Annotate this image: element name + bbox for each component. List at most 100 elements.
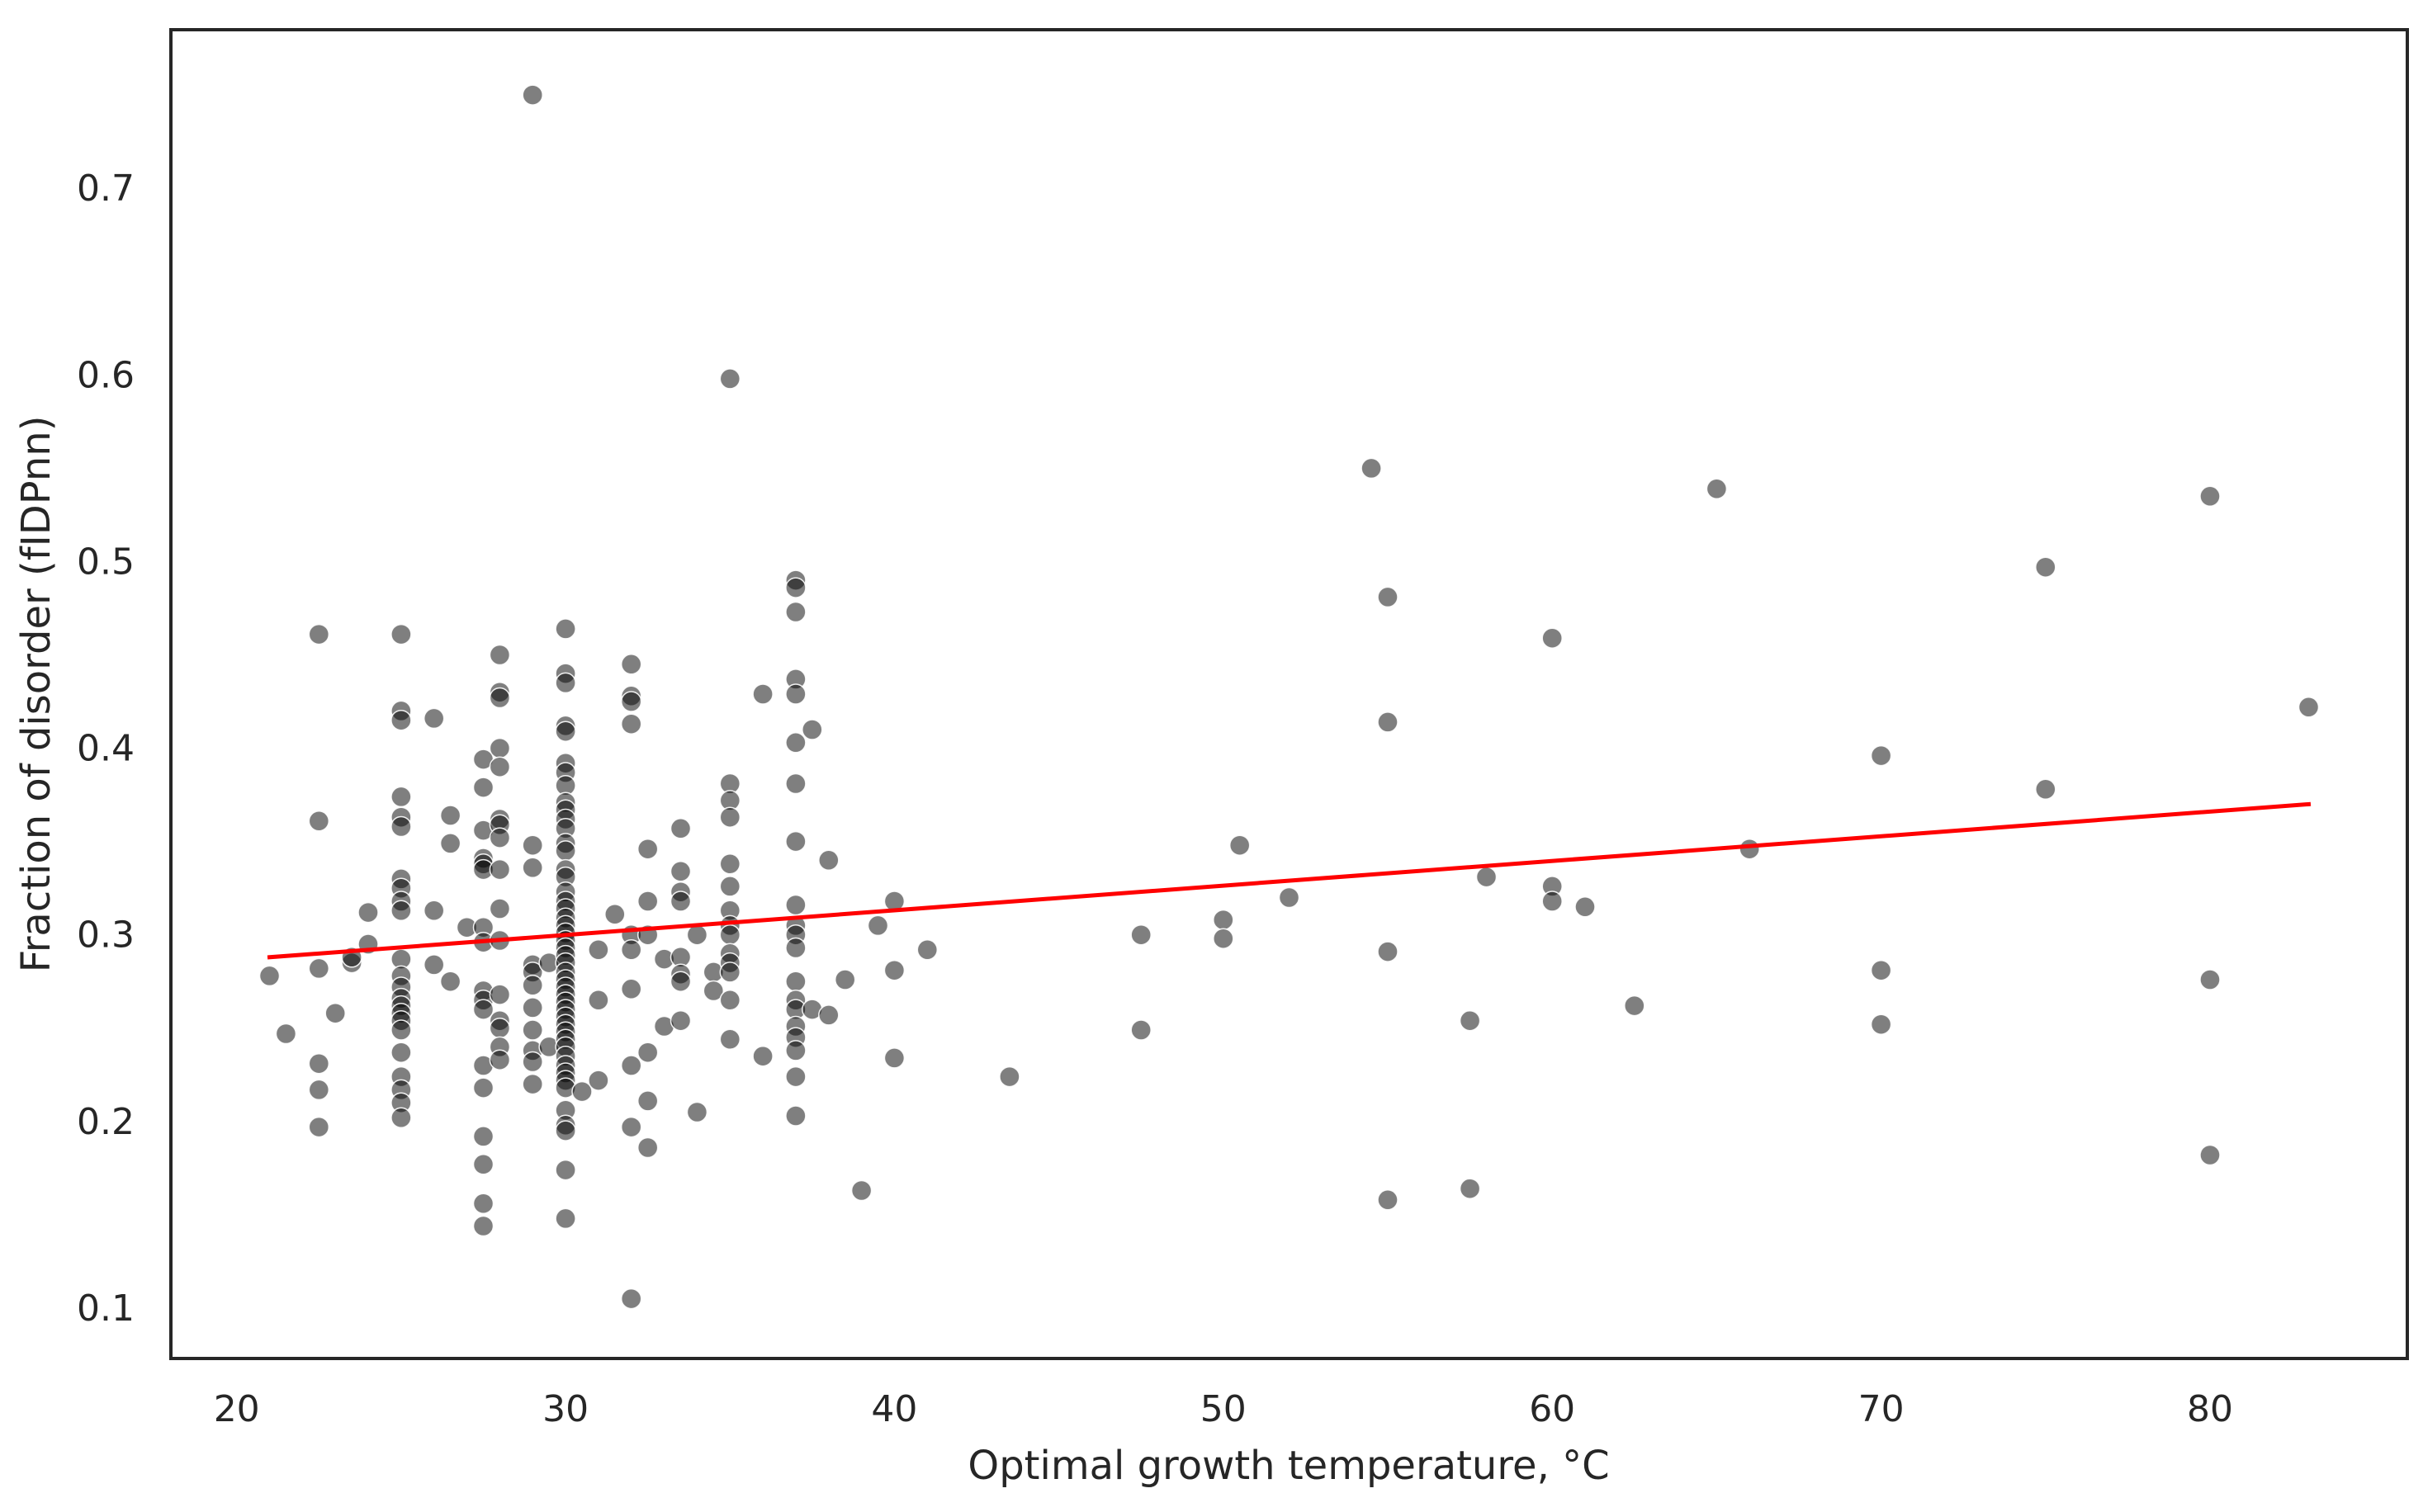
data-point	[390, 709, 412, 731]
data-point	[2199, 485, 2221, 508]
data-point	[390, 1042, 412, 1063]
data-point	[423, 954, 445, 976]
data-point	[588, 939, 609, 961]
data-point	[719, 1028, 741, 1051]
data-point	[390, 900, 412, 922]
data-point	[670, 861, 692, 882]
data-point	[785, 1065, 807, 1088]
y-tick-label: 0.6	[77, 354, 135, 396]
data-point	[1706, 478, 1728, 500]
data-point	[275, 1023, 297, 1045]
data-point	[357, 901, 379, 924]
data-point	[1475, 866, 1498, 888]
data-point	[719, 962, 741, 983]
data-point	[472, 1126, 495, 1147]
data-point	[489, 687, 511, 709]
data-point	[2035, 778, 2056, 801]
data-point	[620, 978, 642, 1000]
data-point	[439, 971, 461, 992]
data-point	[1870, 959, 1892, 981]
data-point	[785, 601, 807, 623]
y-axis-ticks: 0.1 0.2 0.3 0.4 0.5 0.6 0.7	[77, 168, 135, 1330]
trendline-layer	[267, 801, 2312, 960]
data-point	[637, 891, 659, 912]
data-point	[1377, 711, 1398, 733]
data-point	[1541, 627, 1563, 649]
data-point	[1541, 891, 1563, 912]
data-point	[834, 969, 856, 990]
data-point	[1377, 1189, 1398, 1211]
data-point	[999, 1065, 1020, 1088]
data-point	[489, 827, 511, 848]
data-point	[637, 838, 659, 860]
data-point	[472, 777, 495, 798]
data-point	[785, 830, 807, 853]
data-point	[1624, 995, 1645, 1017]
data-point	[472, 999, 495, 1020]
data-point	[719, 924, 741, 946]
data-point	[522, 84, 543, 106]
data-point	[522, 997, 543, 1018]
data-point	[555, 840, 576, 862]
data-point	[588, 990, 609, 1011]
data-point	[785, 683, 807, 705]
data-point	[818, 1004, 840, 1026]
data-point	[752, 1045, 774, 1067]
data-point	[423, 707, 445, 730]
data-point	[390, 1019, 412, 1041]
data-point	[555, 1120, 576, 1141]
data-point	[802, 719, 823, 740]
data-point	[1739, 838, 1760, 860]
data-point	[620, 691, 642, 712]
data-point	[785, 732, 807, 754]
data-point	[686, 1101, 708, 1123]
data-point	[620, 654, 642, 675]
data-point	[719, 853, 741, 875]
data-point	[390, 623, 412, 645]
data-point	[258, 965, 281, 987]
y-axis-title: Fraction of disorder (fIDPnn)	[13, 416, 59, 973]
data-point	[785, 773, 807, 795]
data-point	[489, 858, 511, 881]
plot-frame	[169, 28, 2409, 1360]
data-point	[686, 924, 708, 946]
data-point	[670, 971, 692, 992]
data-point	[308, 623, 330, 645]
data-point	[324, 1002, 346, 1024]
data-point	[472, 1193, 495, 1215]
data-point	[472, 1215, 495, 1237]
x-tick-label: 50	[1200, 1388, 1247, 1430]
y-tick-label: 0.7	[77, 168, 135, 210]
data-point	[719, 876, 741, 897]
data-point	[2199, 1144, 2221, 1166]
data-point	[719, 990, 741, 1011]
data-point	[390, 786, 412, 808]
data-point	[620, 1116, 642, 1138]
x-tick-label: 80	[2187, 1388, 2233, 1430]
data-point	[604, 904, 626, 925]
data-point	[308, 1079, 330, 1101]
data-point	[1213, 928, 1234, 949]
data-point	[1213, 909, 1234, 931]
data-point	[867, 914, 889, 937]
data-point	[489, 756, 511, 777]
data-point	[472, 1077, 495, 1099]
data-point	[637, 1042, 659, 1063]
data-point	[1278, 886, 1300, 909]
data-point	[818, 849, 840, 872]
data-point	[390, 815, 412, 838]
data-point	[1361, 457, 1382, 480]
data-point	[555, 721, 576, 742]
data-point	[522, 834, 543, 856]
x-tick-label: 60	[1529, 1388, 1575, 1430]
data-point	[719, 368, 741, 390]
data-point	[390, 1107, 412, 1129]
y-tick-label: 0.4	[77, 728, 135, 770]
data-point	[1574, 896, 1596, 918]
data-point	[555, 618, 576, 640]
data-point	[2298, 697, 2320, 718]
y-tick-label: 0.2	[77, 1101, 135, 1143]
data-point	[785, 1040, 807, 1061]
